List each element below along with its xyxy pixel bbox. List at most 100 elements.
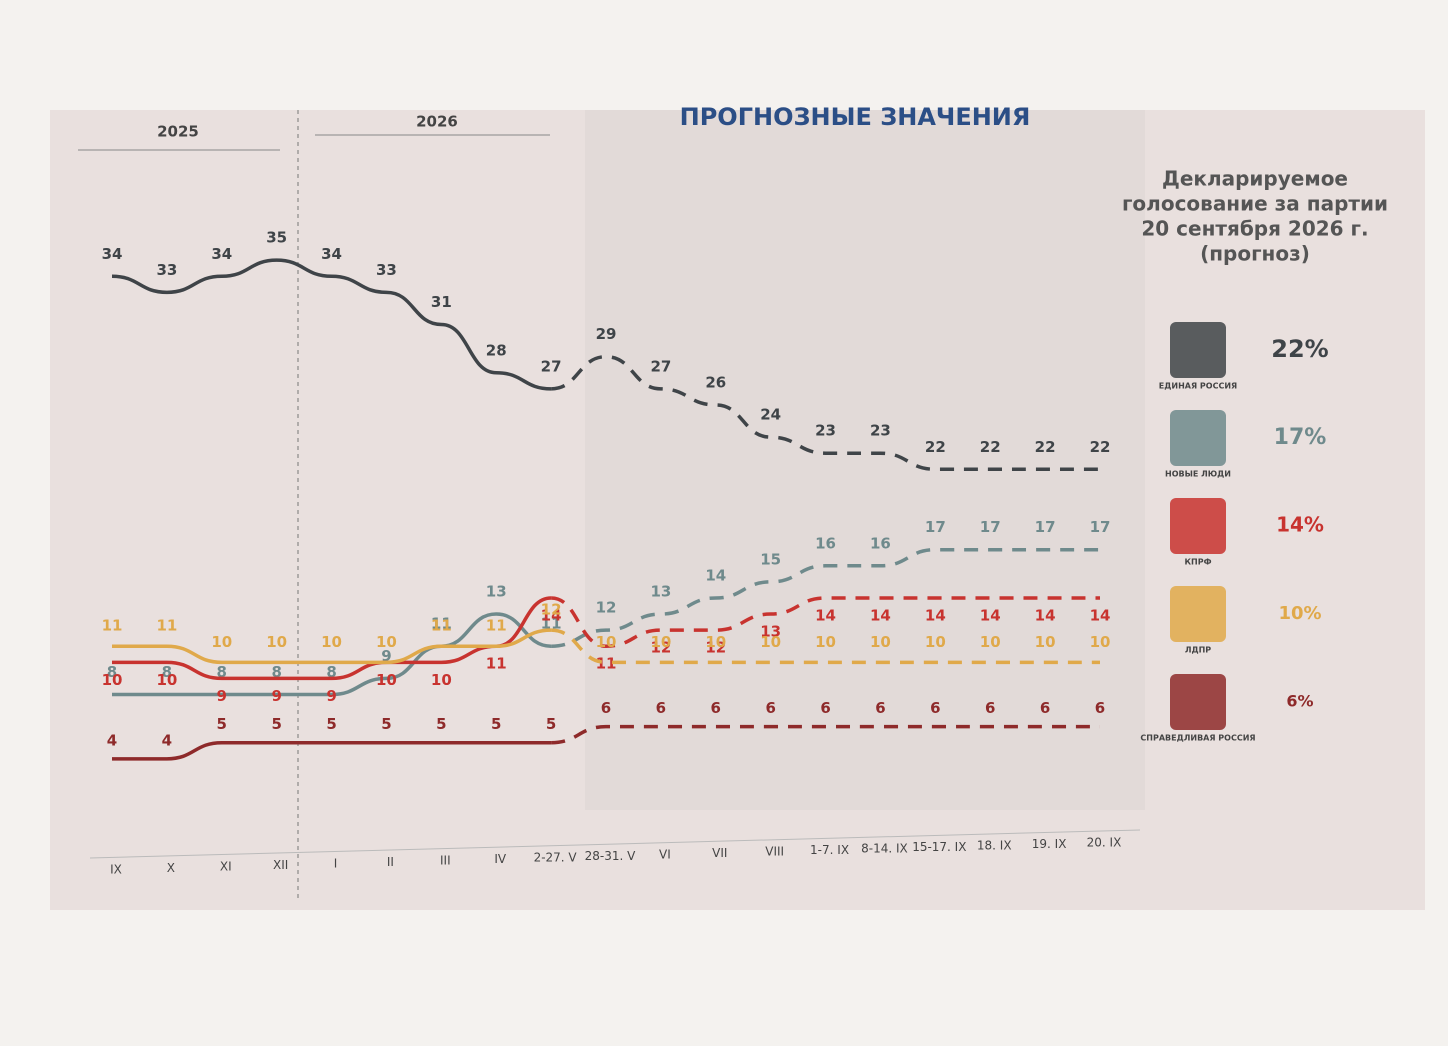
data-label: 17 <box>1035 518 1056 536</box>
data-label: 6 <box>985 699 995 717</box>
data-label: 17 <box>925 518 946 536</box>
data-label: 35 <box>266 229 287 247</box>
data-label: 11 <box>431 615 452 633</box>
data-label: 34 <box>321 245 342 263</box>
legend-entry: НОВЫЕ ЛЮДИ <box>1165 470 1231 479</box>
x-tick-label: XII <box>273 858 288 872</box>
panel-title: голосование за партии <box>1122 192 1388 216</box>
data-label: 10 <box>102 671 123 689</box>
data-label: 8 <box>217 663 227 681</box>
data-label: 11 <box>486 655 507 673</box>
x-tick-label: 28-31. V <box>585 849 636 863</box>
x-tick-label: III <box>440 854 451 868</box>
data-label: 9 <box>326 687 336 705</box>
data-label: 14 <box>980 606 1001 624</box>
data-label: 34 <box>211 245 232 263</box>
series-line <box>550 596 1100 648</box>
data-label: 10 <box>760 633 781 651</box>
data-label: 28 <box>486 341 507 359</box>
data-label: 5 <box>326 715 336 733</box>
data-label: 27 <box>541 357 562 375</box>
x-tick-label: 8-14. IX <box>861 842 908 856</box>
data-label: 9 <box>271 687 281 705</box>
party-logo <box>1170 586 1226 642</box>
data-label: 27 <box>650 357 671 375</box>
series-line <box>551 724 1100 745</box>
data-label: 14 <box>925 606 946 624</box>
data-label: 11 <box>486 617 507 635</box>
x-tick-label: I <box>334 857 338 871</box>
data-label: 13 <box>760 623 781 641</box>
data-label: 10 <box>596 633 617 651</box>
series-line <box>551 547 1100 648</box>
data-label: 22 <box>1090 438 1111 456</box>
panel-value: 14% <box>1276 513 1324 537</box>
x-tick-label: 19. IX <box>1032 837 1067 851</box>
forecast-area <box>585 110 1145 810</box>
x-tick-label: 18. IX <box>977 839 1012 853</box>
data-label: 10 <box>156 671 177 689</box>
data-label: 11 <box>431 617 452 635</box>
data-label: 26 <box>705 373 726 391</box>
data-label: 10 <box>815 633 836 651</box>
data-label: 4 <box>162 731 172 749</box>
data-label: 14 <box>870 606 891 624</box>
data-label: 10 <box>980 633 1001 651</box>
data-label: 24 <box>760 406 781 424</box>
x-tick-label: X <box>167 861 175 875</box>
data-label: 5 <box>436 715 446 733</box>
data-label: 16 <box>815 534 836 552</box>
panel-value: 10% <box>1278 603 1321 624</box>
data-label: 22 <box>1035 438 1056 456</box>
data-label: 10 <box>870 633 891 651</box>
x-tick-label: IV <box>494 852 507 866</box>
data-label: 9 <box>217 687 227 705</box>
data-label: 29 <box>596 325 617 343</box>
x-tick-label: 20. IX <box>1087 836 1122 850</box>
data-label: 10 <box>376 671 397 689</box>
data-label: 13 <box>486 583 507 601</box>
data-label: 9 <box>381 647 391 665</box>
x-tick-label: 2-27. V <box>534 851 578 865</box>
series-line <box>111 740 552 761</box>
panel-title: Декларируемое <box>1162 167 1348 191</box>
data-label: 10 <box>925 633 946 651</box>
data-label: 12 <box>650 639 671 657</box>
series-line <box>112 628 552 665</box>
data-label: 14 <box>1090 606 1111 624</box>
x-tick-label: XI <box>220 860 232 874</box>
data-label: 22 <box>980 438 1001 456</box>
data-label: 16 <box>870 534 891 552</box>
data-label: 6 <box>711 699 721 717</box>
data-label: 33 <box>376 261 397 279</box>
data-label: 6 <box>875 699 885 717</box>
panel-title: (прогноз) <box>1200 242 1310 266</box>
data-label: 4 <box>107 731 117 749</box>
data-label: 6 <box>930 699 940 717</box>
x-tick-label: 1-7. IX <box>810 843 849 857</box>
x-tick-label: VIII <box>765 845 784 859</box>
panel-value: 22% <box>1271 335 1328 363</box>
data-label: 6 <box>1040 699 1050 717</box>
data-label: 10 <box>1035 633 1056 651</box>
x-tick-label: IX <box>110 863 122 877</box>
data-label: 13 <box>650 583 671 601</box>
data-label: 10 <box>376 633 397 651</box>
data-label: 10 <box>650 633 671 651</box>
data-label: 31 <box>431 293 452 311</box>
data-label: 15 <box>760 550 781 568</box>
panel-value: 17% <box>1274 425 1327 450</box>
data-label: 5 <box>271 715 281 733</box>
party-logo <box>1170 322 1226 378</box>
year-label: 2026 <box>416 113 458 131</box>
data-label: 17 <box>980 518 1001 536</box>
series-line <box>550 628 1100 665</box>
data-label: 8 <box>326 663 336 681</box>
year-label: 2025 <box>157 123 199 141</box>
series-line <box>550 354 1100 472</box>
data-label: 11 <box>156 617 177 635</box>
series-line <box>111 612 552 697</box>
data-label: 6 <box>601 699 611 717</box>
data-label: 6 <box>1095 699 1105 717</box>
